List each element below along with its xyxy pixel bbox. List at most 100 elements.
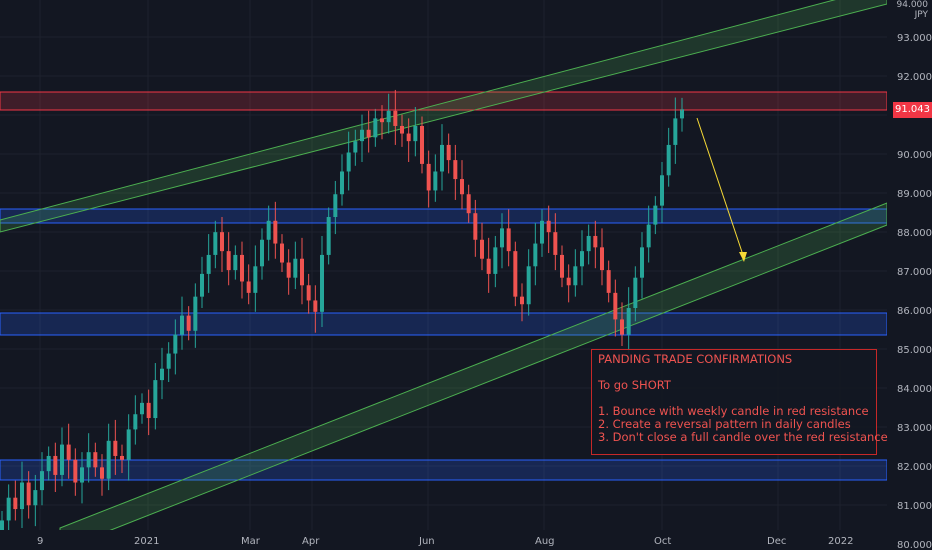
zones — [0, 91, 888, 481]
candle-body — [13, 497, 18, 510]
support-zone-85[interactable] — [0, 312, 888, 336]
candles — [0, 89, 684, 542]
candle-body — [200, 273, 204, 297]
candle-body — [526, 266, 531, 305]
candle-body — [320, 254, 324, 312]
candle-body — [540, 220, 544, 244]
candle-body — [366, 129, 371, 138]
y-tick: 87.000 — [897, 267, 932, 278]
candle-body — [20, 482, 24, 510]
candle-body — [586, 235, 591, 252]
candle-body — [440, 144, 444, 172]
candle-body — [300, 258, 304, 286]
candle-body — [213, 232, 218, 255]
candle-body — [193, 296, 198, 331]
y-tick: 84.000 — [897, 384, 932, 395]
y-tick: 83.000 — [897, 423, 932, 434]
trade-note: PANDING TRADE CONFIRMATIONS To go SHORT … — [591, 349, 888, 455]
arrow-line — [696, 117, 745, 259]
candle-body — [240, 254, 244, 282]
candle-body — [160, 368, 164, 381]
candle-body — [453, 160, 458, 180]
candle-body — [93, 452, 98, 468]
candle-body — [486, 258, 491, 274]
candle-body — [613, 292, 618, 320]
x-tick: Jun — [418, 536, 435, 547]
candle-body — [66, 444, 71, 460]
candle-body — [620, 319, 624, 335]
candle-body — [573, 266, 578, 286]
candle-body — [73, 459, 78, 483]
candle-body — [100, 467, 104, 479]
candle-body — [420, 125, 424, 164]
symbol-label: 94.000 JPY — [897, 0, 929, 20]
candle-body — [460, 179, 464, 195]
note-subtitle: To go SHORT — [598, 378, 671, 392]
x-tick: 9 — [37, 536, 43, 547]
upper-channel[interactable] — [0, 0, 888, 233]
candle-body — [513, 251, 518, 297]
candle-body — [640, 247, 644, 278]
candle-body — [360, 129, 364, 142]
candle-body — [673, 118, 678, 145]
currency-label: JPY — [914, 10, 928, 20]
candle-body — [120, 455, 124, 460]
last-price-tag[interactable]: 91.043 — [893, 102, 932, 118]
support-zone-88[interactable] — [0, 208, 888, 224]
y-tick: 93.000 — [897, 33, 932, 44]
candle-body — [493, 247, 498, 274]
y-tick: 90.000 — [897, 150, 932, 161]
candle-body — [33, 490, 38, 506]
candle-body — [140, 402, 144, 415]
price-axis[interactable]: 93.000 92.000 90.000 89.000 88.000 87.00… — [887, 0, 932, 550]
candle-body — [0, 520, 4, 532]
candle-body — [326, 217, 331, 255]
candle-body — [393, 110, 398, 126]
candle-body — [400, 125, 404, 134]
candle-body — [26, 482, 31, 506]
candle-body — [80, 467, 84, 483]
support-zone-81[interactable] — [0, 459, 888, 481]
time-axis[interactable]: 9 2021 Mar Apr Jun Aug Oct Dec 2022 — [0, 530, 887, 550]
y-tick: 80.000 — [897, 540, 932, 550]
candle-body — [126, 429, 131, 460]
candle-body — [146, 402, 151, 419]
candle-body — [580, 251, 584, 267]
candle-body — [60, 444, 64, 475]
note-line-3: 3. Don't close a full candle over the re… — [598, 430, 888, 444]
arrow-head-icon — [739, 252, 747, 262]
projection-arrow — [696, 117, 747, 262]
candle-body — [666, 144, 671, 176]
candle-body — [220, 232, 224, 252]
candle-body — [6, 497, 11, 521]
candle-body — [340, 171, 344, 195]
candle-body — [426, 163, 431, 191]
candle-body — [286, 262, 291, 278]
candle-body — [113, 440, 118, 456]
candle-body — [293, 258, 298, 278]
y-tick: 89.000 — [897, 189, 932, 200]
x-tick: Mar — [241, 536, 261, 547]
candle-body — [346, 152, 351, 172]
candle-body — [380, 118, 384, 123]
candle-body — [166, 353, 171, 369]
y-tick: 85.000 — [897, 345, 932, 356]
candle-body — [433, 171, 438, 191]
candle-body — [560, 254, 564, 278]
candle-body — [500, 228, 504, 248]
candle-body — [233, 254, 238, 271]
x-tick: Oct — [654, 536, 671, 547]
candle-body — [553, 232, 558, 255]
candle-body — [480, 239, 484, 259]
note-line-2: 2. Create a reversal pattern in daily ca… — [598, 417, 851, 431]
candle-body — [306, 285, 311, 301]
candle-body — [186, 315, 191, 331]
candle-body — [46, 455, 51, 472]
candle-body — [546, 220, 551, 233]
candle-body — [206, 254, 211, 274]
y-tick: 82.000 — [897, 462, 932, 473]
candle-body — [180, 315, 184, 335]
candle-body — [660, 175, 664, 206]
candle-body — [606, 270, 611, 293]
